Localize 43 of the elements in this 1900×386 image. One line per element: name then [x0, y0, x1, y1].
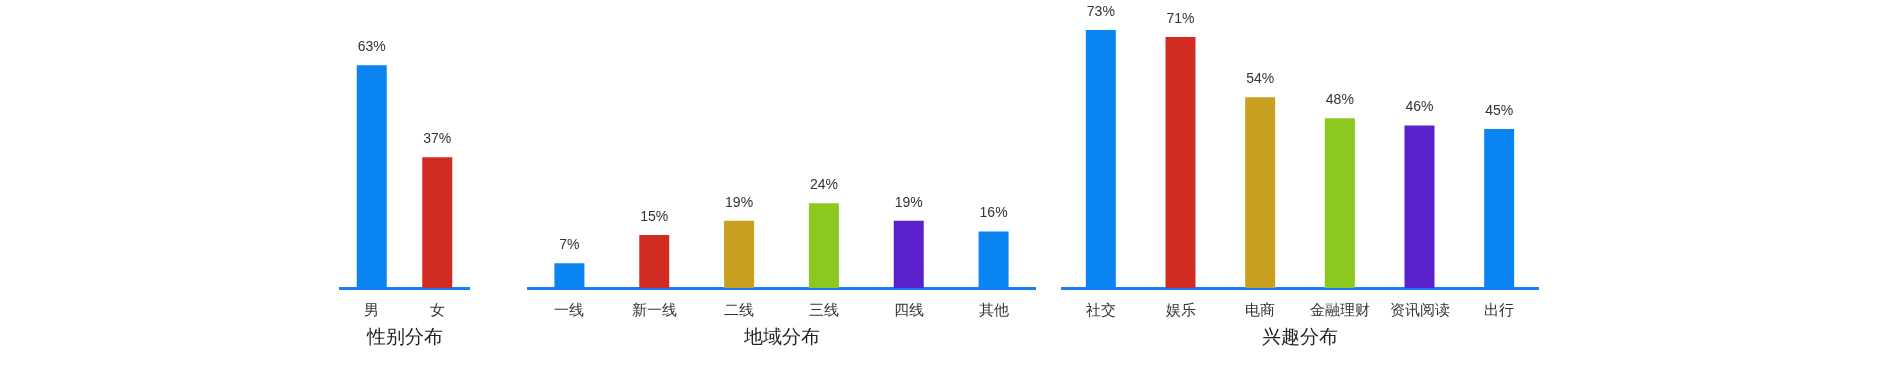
data-label: 19%: [725, 193, 754, 210]
bar: [1324, 118, 1355, 288]
x-tick-label: 其他: [978, 301, 1009, 318]
data-label: 16%: [979, 204, 1008, 221]
x-tick-label: 出行: [1484, 301, 1515, 318]
bar: [639, 234, 670, 288]
x-tick-label: 二线: [724, 301, 755, 318]
x-tick-label: 社交: [1085, 301, 1116, 318]
bar: [1484, 128, 1515, 288]
data-label: 71%: [1166, 10, 1195, 27]
bar: [808, 203, 839, 288]
bar: [893, 220, 924, 288]
data-label: 63%: [357, 38, 386, 55]
text: 性别分布: [365, 326, 443, 347]
data-label: 15%: [640, 207, 669, 224]
data-label: 73%: [1086, 3, 1115, 19]
x-tick-label: 资讯阅读: [1389, 301, 1450, 318]
x-tick-label: 电商: [1245, 301, 1276, 318]
data-label: 48%: [1325, 91, 1354, 108]
x-tick-label: 新一线: [631, 301, 677, 318]
bar: [554, 263, 585, 288]
x-tick-label: 一线: [554, 301, 585, 318]
x-tick-label: 三线: [808, 301, 839, 318]
bar: [1085, 30, 1116, 288]
bar: [1165, 37, 1196, 288]
data-label: 24%: [809, 176, 838, 193]
x-tick-label: 娱乐: [1165, 301, 1196, 318]
data-label: 19%: [894, 193, 923, 210]
data-label: 37%: [423, 130, 452, 147]
data-label: 54%: [1246, 70, 1275, 87]
bar: [1245, 97, 1276, 288]
x-tick-label: 男: [364, 301, 380, 318]
x-tick-label: 女: [429, 301, 445, 318]
bar: [724, 220, 755, 288]
data-label: 46%: [1405, 98, 1434, 115]
text: 地域分布: [742, 326, 820, 347]
bar: [978, 231, 1009, 288]
data-label: 45%: [1485, 101, 1514, 118]
bar: [1404, 125, 1435, 288]
data-label: 7%: [559, 236, 580, 253]
x-tick-label: 四线: [893, 301, 924, 318]
x-tick-label: 金融理财: [1309, 301, 1370, 318]
text: 兴趣分布: [1262, 326, 1338, 347]
